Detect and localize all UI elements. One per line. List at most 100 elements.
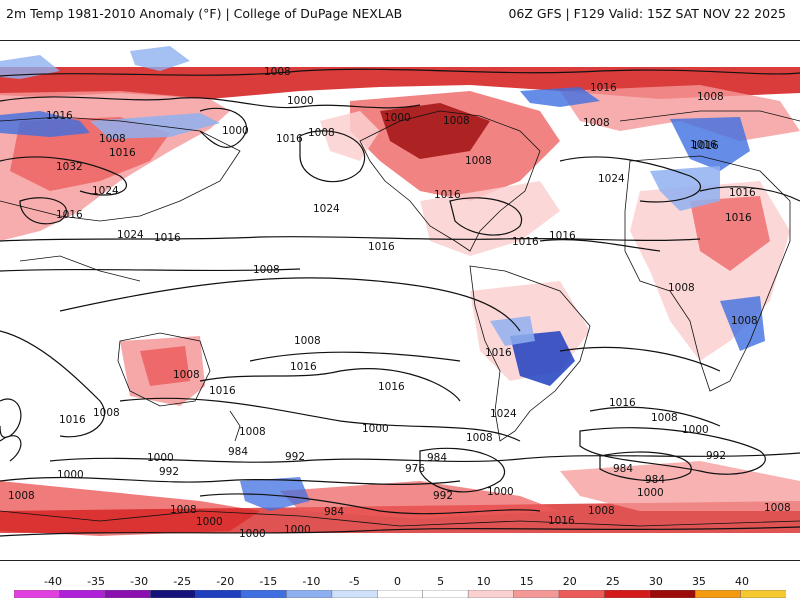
isobar-label: 1008 [731,315,758,327]
isobar-label: 1000 [239,528,266,540]
isobar-label: 984 [645,474,665,486]
coastlines-layer [0,110,800,527]
run-valid-time: 06Z GFS | F129 Valid: 15Z SAT NOV 22 202… [508,6,786,21]
isobar-label: 1008 [651,412,678,424]
colorbar-tick-label: 10 [476,575,491,588]
isobar-label: 1000 [637,487,664,499]
colorbar-tick-label: -20 [216,575,235,588]
isobar-label: 1016 [290,361,317,373]
isobar-label: 992 [706,450,726,462]
isobar-label: 1016 [512,236,539,248]
isobar-label: 1000 [284,524,311,536]
colorbar-segment [694,590,742,598]
isobar-label: 1016 [725,212,752,224]
colorbar-tick-label: 25 [605,575,620,588]
isobar-label: 1016 [485,347,512,359]
isobar-label: 1016 [549,230,576,242]
colorbar-segment [649,590,696,598]
isobar-label: 1016 [368,241,395,253]
isobar-label: 1000 [222,125,249,137]
isobar-label: 1016 [46,110,73,122]
colorbar-segment [104,590,151,598]
colorbar-segment [558,590,606,598]
colorbar-tick-label: -5 [348,575,360,588]
colorbar-segment [240,590,288,598]
isobar-labels: 1008 1016 1000 1000 1008 1016 1000 1008 … [8,66,791,540]
isobar-label: 992 [285,451,305,463]
colorbar-tick-label: -15 [259,575,278,588]
isobar-label: 1008 [764,502,791,514]
isobar-label: 984 [228,446,248,458]
isobar-label: 1024 [490,408,517,420]
colorbar-segment [149,590,197,598]
isobar-label: 1016 [209,385,236,397]
colorbar-tick-label: 15 [519,575,534,588]
isobar-label: 1016 [378,381,405,393]
isobar-label: 1000 [384,112,411,124]
isobar-label: 1008 [466,432,493,444]
anomaly-map[interactable]: 1008 1016 1000 1000 1008 1016 1000 1008 … [0,40,800,561]
colorbar-segment [59,590,106,598]
isobar-label: 1008 [173,369,200,381]
isobar-label: 1016 [690,139,717,151]
colorbar-segment [286,590,333,598]
isobar-label: 1016 [548,515,575,527]
cold-anomaly-layer [0,46,765,511]
colorbar-tick-label: 5 [437,575,445,588]
colorbar: -40 -35 -30 -25 -20 -15 -10 -5 0 5 10 15 20 25 30 35 40 [0,568,800,600]
colorbar-tick-label: -35 [87,575,106,588]
isobar-label: 1016 [276,133,303,145]
isobar-label: 1000 [487,486,514,498]
isobar-label: 1016 [729,187,756,199]
colorbar-tick-label: 20 [562,575,577,588]
isobar-label: 984 [613,463,633,475]
isobar-label: 1008 [465,155,492,167]
colorbar-tick-label: -30 [130,575,149,588]
map-canvas: 1008 1016 1000 1000 1008 1016 1000 1008 … [0,46,800,540]
isobar-label: 1016 [56,209,83,221]
isobar-label: 1008 [443,115,470,127]
colorbar-segment [14,590,61,598]
isobar-label: 1016 [434,189,461,201]
colorbar-segment [377,590,424,598]
isobar-label: 1008 [253,264,280,276]
isobar-label: 1016 [692,140,719,152]
isobar-label: 1016 [59,414,86,426]
colorbar-tick-label: -40 [44,575,62,588]
isobar-label: 1024 [92,185,119,197]
colorbar-segment [422,590,469,598]
isobar-label: 1008 [588,505,615,517]
isobar-contours [0,68,800,537]
isobar-label: 1024 [117,229,144,241]
isobar-label: 1008 [8,490,35,502]
isobar-label: 1000 [682,424,709,436]
isobar-label: 1008 [294,335,321,347]
isobar-label: 1008 [583,117,610,129]
isobar-label: 992 [433,490,453,502]
colorbar-tick-label: -25 [173,575,192,588]
isobar-label: 1016 [109,147,136,159]
isobar-label: 1000 [196,516,223,528]
colorbar-segment [195,590,242,598]
isobar-label: 1032 [56,161,83,173]
isobar-label: 1008 [170,504,197,516]
isobar-label: 1008 [264,66,291,78]
map-title: 2m Temp 1981-2010 Anomaly (°F) | College… [6,6,403,21]
colorbar-strip [14,590,786,598]
isobar-label: 1016 [609,397,636,409]
colorbar-segment [740,590,786,598]
isobar-label: 1016 [154,232,181,244]
isobar-label: 976 [405,463,425,475]
colorbar-segment [331,590,379,598]
isobar-label: 1008 [668,282,695,294]
isobar-label: 1000 [57,469,84,481]
isobar-label: 1008 [239,426,266,438]
colorbar-tick-label: 30 [648,575,663,588]
colorbar-segment [513,590,560,598]
isobar-label: 1008 [697,91,724,103]
colorbar-tick-label: 0 [394,575,401,588]
isobar-label: 1008 [308,127,335,139]
colorbar-tick-label: 40 [735,575,749,588]
colorbar-tick-label: 35 [691,575,706,588]
isobar-label: 984 [324,506,344,518]
